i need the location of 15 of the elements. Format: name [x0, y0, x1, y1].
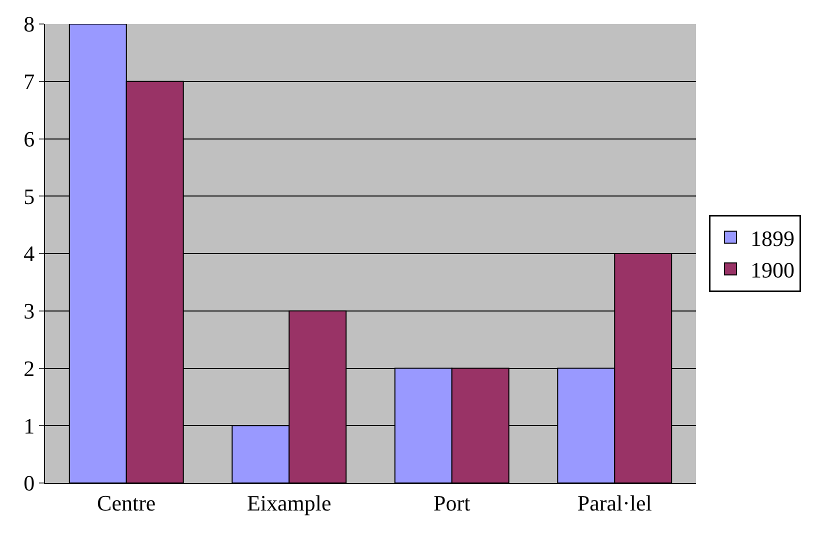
- x-tick-label: Paral·lel: [577, 490, 652, 516]
- y-tick-label: 7: [24, 69, 35, 94]
- y-tick-label: 6: [24, 126, 35, 152]
- y-tick-label: 2: [24, 356, 35, 381]
- x-tick-label: Port: [434, 490, 470, 516]
- y-tick-label: 5: [24, 184, 35, 209]
- y-tick-label: 1: [24, 413, 35, 438]
- y-tick-label: 8: [24, 12, 35, 37]
- y-tick-label: 3: [24, 298, 35, 324]
- legend-label: 1900: [750, 257, 795, 282]
- legend-label: 1899: [750, 226, 795, 251]
- x-tick-label: Eixample: [246, 490, 332, 516]
- x-tick-label: Centre: [97, 490, 156, 516]
- y-tick-label: 4: [24, 241, 35, 266]
- y-tick-label: 0: [24, 470, 35, 496]
